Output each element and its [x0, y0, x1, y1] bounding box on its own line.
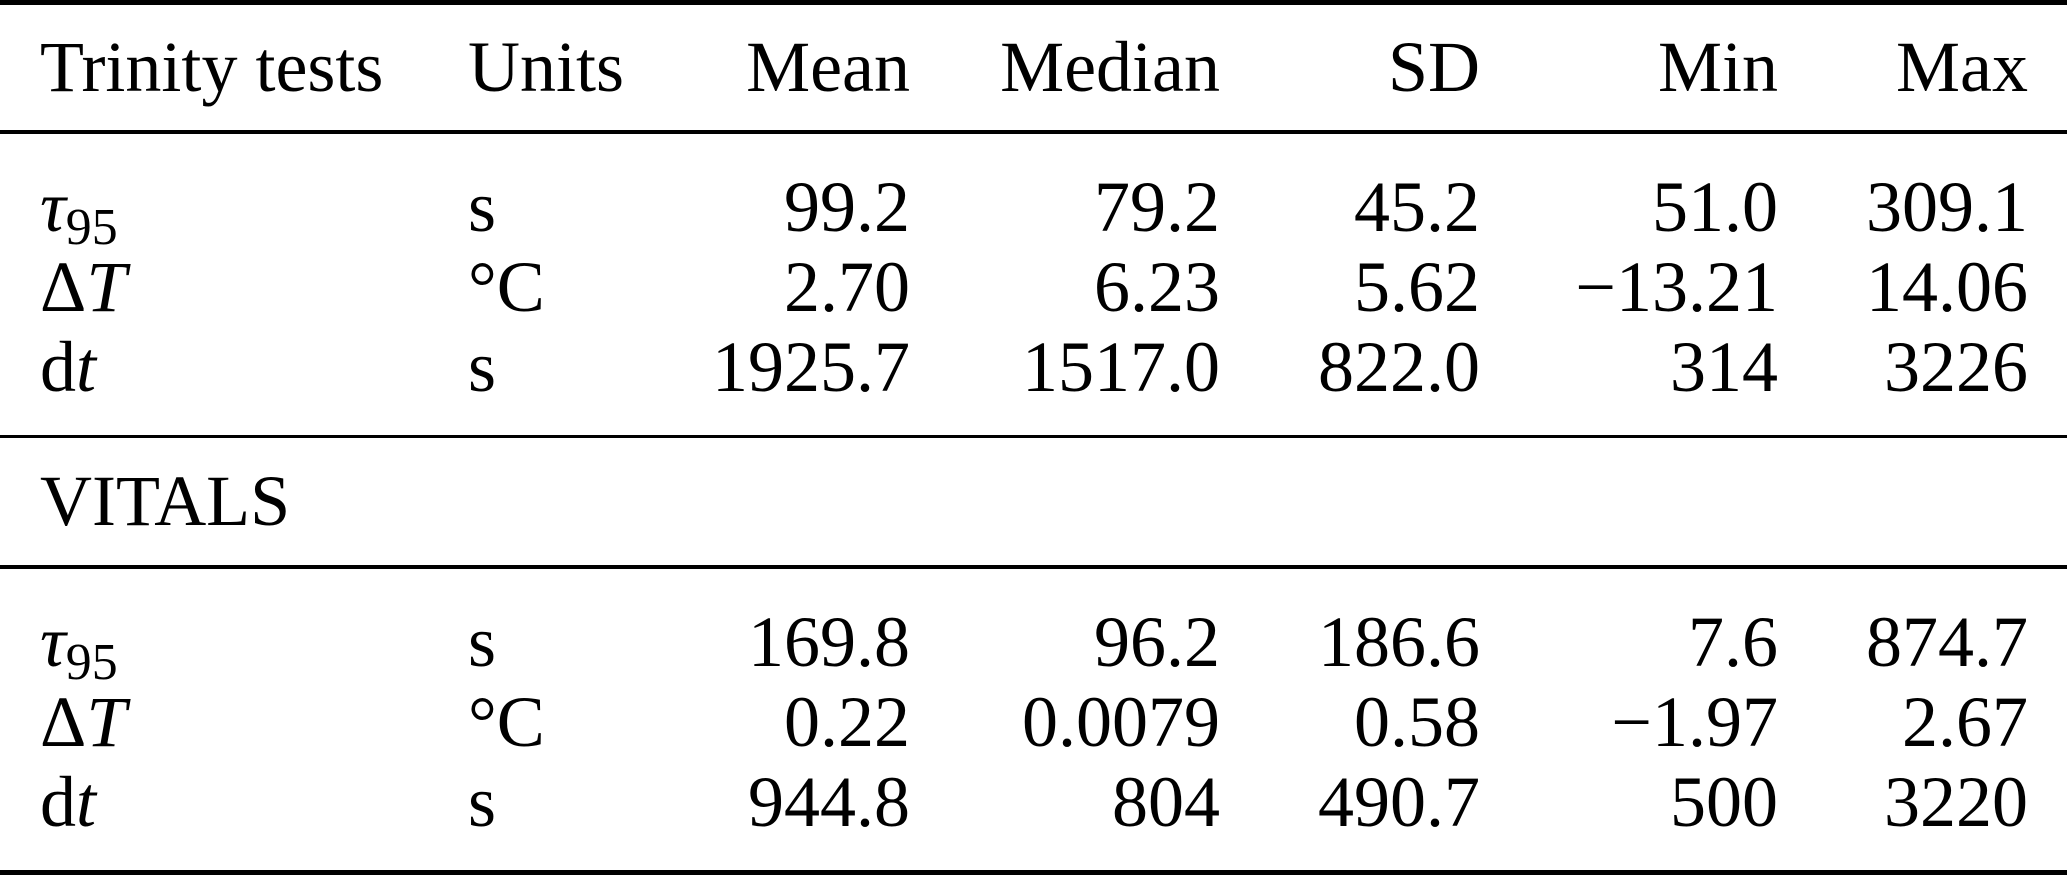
cell-mean: 0.22 — [784, 682, 910, 762]
cell-max: 309.1 — [1866, 167, 2028, 247]
cell-median: 96.2 — [1094, 602, 1220, 682]
table-header-row: Trinity tests Units Mean Median SD Min M… — [0, 5, 2067, 130]
cell-max: 2.67 — [1902, 682, 2028, 762]
cell-mean: 99.2 — [784, 167, 910, 247]
cell-sd: 45.2 — [1354, 167, 1480, 247]
table-row-tau95: τ95 s 99.2 79.2 45.2 51.0 309.1 — [0, 167, 2067, 256]
row-label-delta-t: ΔT — [40, 247, 127, 327]
section-vitals: τ95 s 169.8 96.2 186.6 7.6 874.7 ΔT °C 0… — [0, 569, 2067, 870]
section-title-vitals: VITALS — [0, 438, 2067, 565]
cell-max: 14.06 — [1866, 247, 2028, 327]
cell-min: 51.0 — [1652, 167, 1778, 247]
cell-max: 3220 — [1884, 762, 2028, 842]
cell-sd: 0.58 — [1354, 682, 1480, 762]
section-rule-below-vitals — [0, 565, 2067, 569]
row-label-dt: dt — [40, 762, 97, 842]
column-header-trinity-tests: Trinity tests — [40, 27, 384, 107]
cell-median: 1517.0 — [1022, 327, 1220, 407]
table-row-tau95: τ95 s 169.8 96.2 186.6 7.6 874.7 — [0, 602, 2067, 691]
column-header-median: Median — [1000, 27, 1220, 107]
cell-units: s — [468, 602, 497, 682]
cell-sd: 822.0 — [1318, 327, 1480, 407]
cell-sd: 5.62 — [1354, 247, 1480, 327]
column-header-sd: SD — [1387, 27, 1480, 107]
section-title-text: VITALS — [40, 461, 291, 541]
cell-mean: 1925.7 — [712, 327, 910, 407]
cell-min: −1.97 — [1611, 682, 1778, 762]
cell-min: −13.21 — [1575, 247, 1778, 327]
cell-mean: 2.70 — [784, 247, 910, 327]
column-header-units: Units — [468, 27, 625, 107]
cell-sd: 490.7 — [1318, 762, 1480, 842]
cell-max: 3226 — [1884, 327, 2028, 407]
section-rule-above-vitals — [0, 435, 2067, 438]
cell-min: 314 — [1670, 327, 1778, 407]
cell-units: °C — [468, 247, 545, 327]
column-header-mean: Mean — [746, 27, 910, 107]
row-label-tau95: τ95 — [40, 167, 118, 256]
row-label-delta-t: ΔT — [40, 682, 127, 762]
cell-units: s — [468, 167, 497, 247]
table-row-dt: dt s 944.8 804 490.7 500 3220 — [0, 762, 2067, 842]
cell-mean: 944.8 — [748, 762, 910, 842]
cell-median: 79.2 — [1094, 167, 1220, 247]
cell-max: 874.7 — [1866, 602, 2028, 682]
cell-units: s — [468, 762, 497, 842]
table-row-delta-t: ΔT °C 0.22 0.0079 0.58 −1.97 2.67 — [0, 682, 2067, 762]
top-rule — [0, 0, 2067, 5]
table-row-delta-t: ΔT °C 2.70 6.23 5.62 −13.21 14.06 — [0, 247, 2067, 327]
cell-min: 500 — [1670, 762, 1778, 842]
row-label-dt: dt — [40, 327, 97, 407]
section-trinity-tests: τ95 s 99.2 79.2 45.2 51.0 309.1 ΔT °C 2.… — [0, 134, 2067, 435]
cell-units: °C — [468, 682, 545, 762]
row-label-tau95: τ95 — [40, 602, 118, 691]
table-row-dt: dt s 1925.7 1517.0 822.0 314 3226 — [0, 327, 2067, 407]
cell-min: 7.6 — [1688, 602, 1778, 682]
cell-mean: 169.8 — [748, 602, 910, 682]
bottom-rule — [0, 870, 2067, 875]
cell-median: 0.0079 — [1022, 682, 1220, 762]
header-rule — [0, 130, 2067, 134]
cell-median: 804 — [1112, 762, 1220, 842]
cell-units: s — [468, 327, 497, 407]
column-header-max: Max — [1896, 27, 2028, 107]
cell-median: 6.23 — [1094, 247, 1220, 327]
cell-sd: 186.6 — [1318, 602, 1480, 682]
column-header-min: Min — [1657, 27, 1778, 107]
